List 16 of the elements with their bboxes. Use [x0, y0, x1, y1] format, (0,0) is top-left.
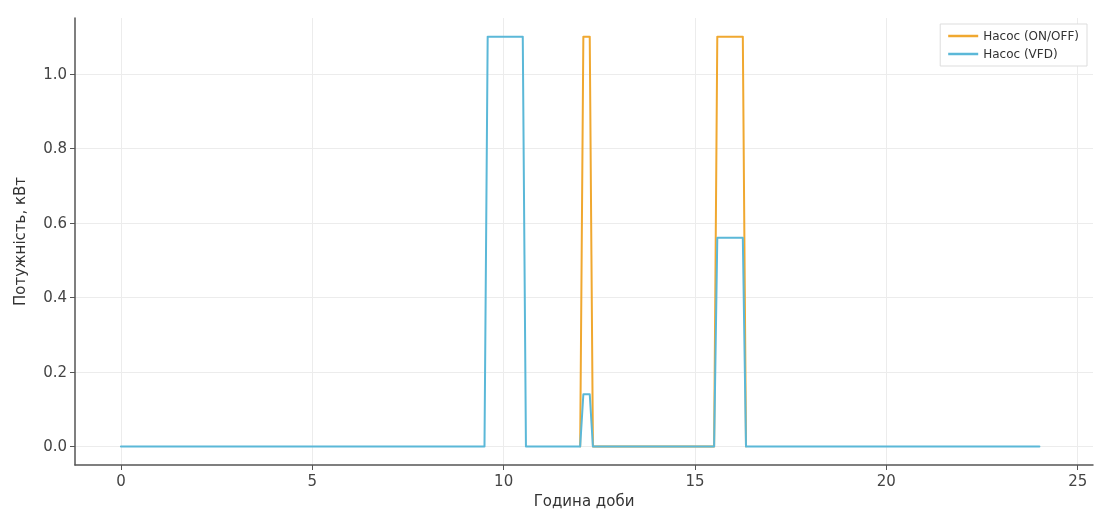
x-tick-label: 10	[494, 471, 514, 490]
x-tick-label: 0	[116, 471, 126, 490]
x-tick-label: 15	[685, 471, 705, 490]
legend-label: Насос (VFD)	[983, 47, 1058, 61]
y-tick-label: 0.8	[43, 139, 67, 158]
legend-label: Насос (ON/OFF)	[983, 29, 1080, 43]
y-tick-label: 0.2	[43, 362, 67, 381]
y-tick-label: 0.0	[43, 437, 67, 456]
x-tick-label: 20	[876, 471, 896, 490]
y-tick-label: 1.0	[43, 64, 67, 83]
y-tick-label: 0.6	[43, 213, 67, 232]
y-axis-title: Потужність, кВт	[10, 176, 29, 307]
x-axis-title: Година доби	[533, 491, 635, 510]
x-tick-label: 25	[1068, 471, 1088, 490]
y-tick-label: 0.4	[43, 288, 67, 307]
x-tick-label: 5	[307, 471, 318, 490]
